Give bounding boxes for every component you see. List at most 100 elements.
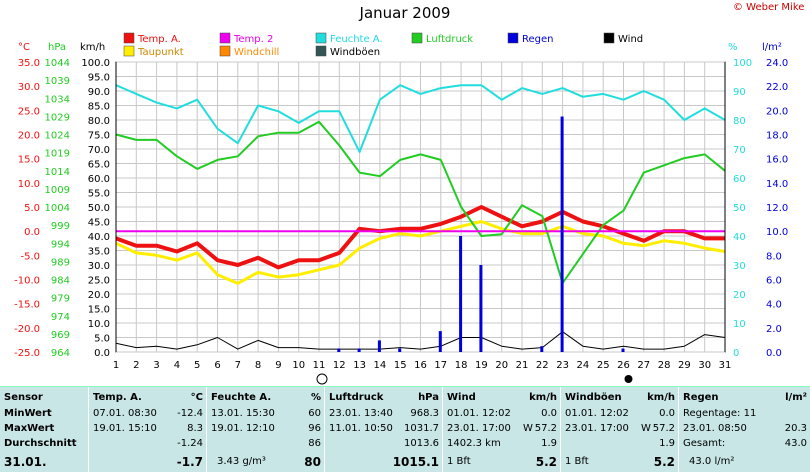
new-moon-icon (624, 375, 633, 383)
pressure-tick-label: 1009 (45, 185, 70, 196)
wind-tick-label: 75.0 (88, 131, 110, 142)
x-tick-label: 18 (455, 360, 468, 371)
wind-tick-label: 65.0 (88, 160, 110, 171)
x-tick-label: 4 (174, 360, 180, 371)
humidity-tick-label: 60 (733, 174, 746, 185)
wind-tick-label: 35.0 (88, 247, 110, 258)
humidity-min: 60 (308, 408, 321, 419)
humidity-tick-label: 40 (733, 232, 746, 243)
wind-tick-label: 60.0 (88, 174, 110, 185)
sensor-header: Sensor (4, 392, 43, 403)
humidity-tick-label: 0 (733, 348, 739, 359)
x-tick-label: 28 (658, 360, 671, 371)
gust-max: 57.2 (652, 423, 675, 434)
humidity-header: Feuchte A. (211, 392, 272, 403)
temp-tick-label: 5.0 (24, 203, 40, 214)
temp-tick-label: 30.0 (18, 82, 40, 93)
x-tick-label: 1 (113, 360, 119, 371)
x-tick-label: 31 (719, 360, 732, 371)
rain-tick-label: 12.0 (766, 203, 788, 214)
gust-header: Windböen (565, 392, 622, 403)
rain-total-label: Gesamt: (683, 438, 726, 449)
legend-label: Wind (618, 34, 643, 45)
series-line (115, 205, 725, 270)
pressure-tick-label: 984 (51, 276, 70, 287)
rain-bar (540, 346, 544, 352)
rain-total: 43.0 (784, 438, 807, 449)
temp-tick-label: -20.0 (14, 324, 40, 335)
pressure-max: 1031.7 (404, 423, 439, 434)
gust-min: 0.0 (659, 408, 675, 419)
rain-unit: l/m² (785, 392, 807, 403)
series-line (115, 220, 726, 285)
wind-tick-label: 70.0 (88, 145, 110, 156)
legend-swatch (219, 32, 231, 44)
temp-max: 8.3 (187, 423, 203, 434)
x-tick-label: 17 (434, 360, 447, 371)
x-tick-label: 11 (313, 360, 326, 371)
pressure-max-time: 11.01. 10:50 (329, 423, 393, 434)
legend-label: Feuchte A. (330, 34, 383, 45)
pressure-tick-label: 964 (51, 348, 70, 359)
humidity-abs: 3.43 g/m³ (217, 456, 266, 467)
rain-tick-label: 4.0 (766, 300, 782, 311)
wind-tick-label: 20.0 (88, 290, 110, 301)
rain-bar (459, 236, 463, 352)
legend-label: Luftdruck (426, 34, 473, 45)
wind-tick-label: 90.0 (88, 87, 110, 98)
humidity-tick-label: 100 (733, 58, 752, 69)
wind-max-dir: W (523, 423, 533, 434)
rain-tick-label: 20.0 (766, 106, 788, 117)
rain-current: 43.0 l/m² (689, 456, 735, 467)
rain-tick-label: 14.0 (766, 179, 788, 190)
gust-min-time: 01.01. 12:02 (565, 408, 629, 419)
legend-label: Windböen (330, 47, 380, 58)
pressure-tick-label: 999 (51, 221, 70, 232)
x-tick-label: 14 (374, 360, 387, 371)
wind-avg: 1.9 (541, 438, 557, 449)
stats-col-gust: Windböen km/h 01.01. 12:02 0.0 23.01. 17:0… (560, 387, 679, 472)
weather-chart: 35.030.025.020.015.010.05.00.0-5.0-10.0-… (14, 32, 788, 385)
x-tick-label: 27 (637, 360, 650, 371)
gust-current: 5.2 (653, 455, 675, 469)
pressure-tick-label: 1044 (45, 58, 70, 69)
temp-avg: -1.24 (177, 438, 203, 449)
humidity-unit: % (310, 392, 321, 403)
pressure-axis-label: hPa (48, 42, 66, 53)
x-tick-label: 5 (194, 360, 200, 371)
gust-max-dir: W (641, 423, 651, 434)
full-moon-icon (316, 373, 328, 385)
x-tick-label: 23 (556, 360, 569, 371)
wind-tick-label: 50.0 (88, 203, 110, 214)
x-tick-label: 22 (536, 360, 549, 371)
x-tick-label: 7 (235, 360, 241, 371)
gust-unit: km/h (647, 392, 675, 403)
humidity-min-time: 13.01. 15:30 (211, 408, 275, 419)
gust-max-time: 23.01. 17:00 (565, 423, 629, 434)
wind-tick-label: 0.0 (94, 348, 110, 359)
x-tick-label: 29 (678, 360, 691, 371)
rain-bar (337, 348, 341, 352)
temp-tick-label: 35.0 (18, 58, 40, 69)
rain-bar (438, 331, 442, 352)
rain-bar (560, 116, 564, 353)
gust-bft: 1 Bft (565, 456, 589, 467)
temp-tick-label: 15.0 (18, 155, 40, 166)
temp-current: -1.7 (176, 455, 203, 469)
legend-label: Regen (522, 34, 554, 45)
temp-tick-label: -5.0 (20, 251, 40, 262)
humidity-tick-label: 10 (733, 319, 746, 330)
pressure-tick-label: 974 (51, 312, 70, 323)
rain-bar (621, 348, 625, 352)
wind-distance: 1402.3 km (447, 438, 501, 449)
rain-max-time: 23.01. 08:50 (683, 423, 747, 434)
rain-bar (479, 265, 483, 352)
temp-tick-label: -25.0 (14, 348, 40, 359)
humidity-max: 96 (308, 423, 321, 434)
legend-swatch (603, 32, 615, 44)
humidity-tick-label: 90 (733, 87, 746, 98)
legend-label: Taupunkt (137, 47, 184, 58)
pressure-avg: 1013.6 (404, 438, 439, 449)
pressure-tick-label: 969 (51, 330, 70, 341)
pressure-current: 1015.1 (392, 455, 439, 469)
